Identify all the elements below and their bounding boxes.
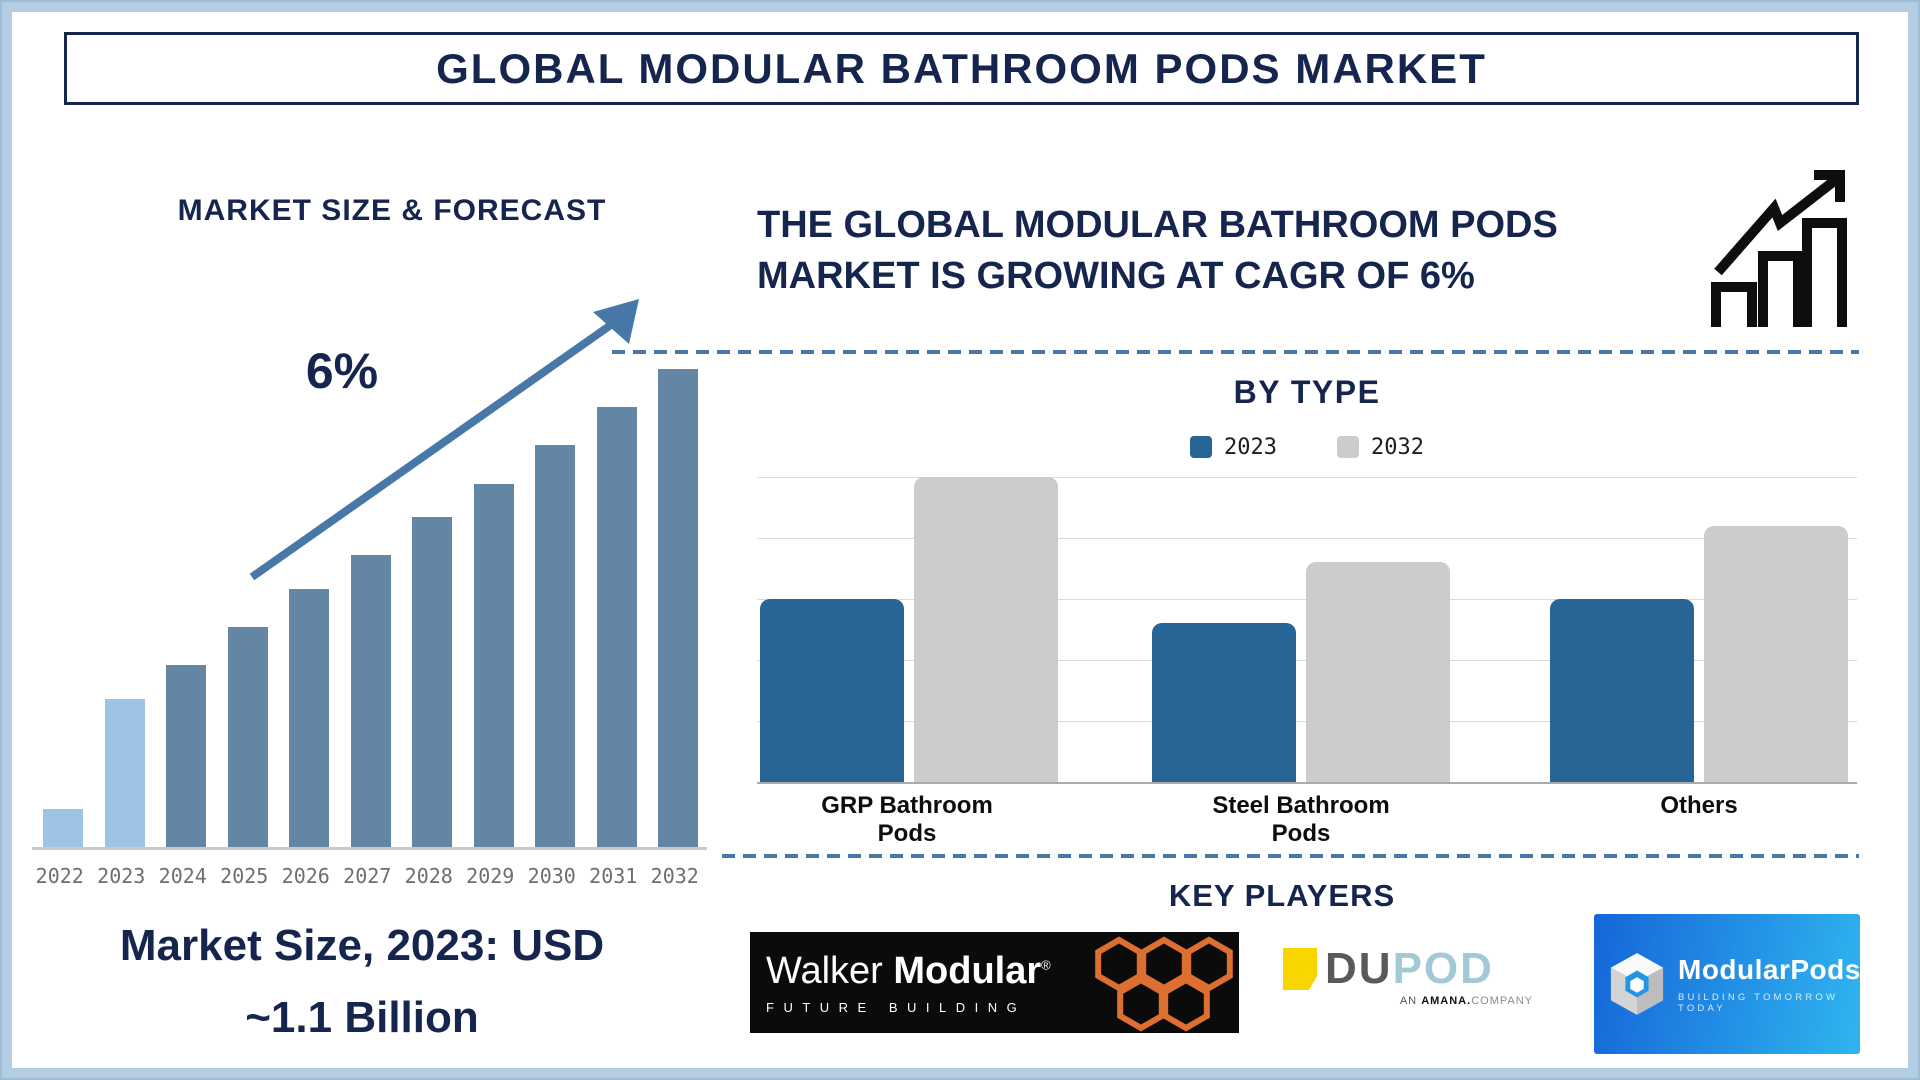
legend-swatch-2032 xyxy=(1337,436,1359,458)
dupod-yellow-mark-icon xyxy=(1283,948,1317,990)
forecast-bar-2029 xyxy=(473,484,514,847)
growth-chart-icon xyxy=(1711,170,1847,327)
bytype-bar-2032-0 xyxy=(914,477,1058,782)
forecast-bar-chart xyxy=(32,369,704,847)
forecast-bar-2028 xyxy=(412,517,452,847)
bytype-bar-2023-0 xyxy=(760,599,904,782)
forecast-bar-2030 xyxy=(535,445,575,847)
year-label-2027: 2027 xyxy=(343,864,392,888)
dashed-divider-top xyxy=(612,350,1859,354)
by-type-x-axis xyxy=(757,782,1857,784)
legend-swatch-2023 xyxy=(1190,436,1213,458)
by-type-bar-chart xyxy=(757,477,1857,784)
headline: THE GLOBAL MODULAR BATHROOM PODS MARKET … xyxy=(757,204,1558,297)
key-players-heading: KEY PLAYERS xyxy=(1168,878,1396,913)
by-type-heading: BY TYPE xyxy=(1233,374,1381,410)
category-label-grp: GRP Bathroom Pods xyxy=(821,792,993,847)
legend-item-2032: 2032 xyxy=(1337,435,1424,460)
forecast-bar-2032 xyxy=(658,369,698,847)
year-label-2025: 2025 xyxy=(220,864,269,888)
legend-label-2032: 2032 xyxy=(1371,434,1424,460)
market-size-forecast-heading: MARKET SIZE & FORECAST xyxy=(177,194,607,227)
bytype-bar-2032-1 xyxy=(1306,562,1450,782)
walker-tagline: FUTURE BUILDING xyxy=(766,1000,1027,1015)
modularpods-wordmark: ModularPods xyxy=(1678,954,1861,985)
year-label-2022: 2022 xyxy=(35,864,84,888)
title-box: GLOBAL MODULAR BATHROOM PODS MARKET xyxy=(64,32,1859,105)
forecast-bar-2025 xyxy=(227,627,268,847)
year-label-2023: 2023 xyxy=(97,864,146,888)
bytype-bar-2023-2 xyxy=(1550,599,1694,782)
bytype-bar-2032-2 xyxy=(1704,526,1848,782)
by-type-category-labels: GRP Bathroom Pods Steel Bathroom Pods Ot… xyxy=(757,792,1857,862)
year-label-2028: 2028 xyxy=(404,864,453,888)
year-label-2030: 2030 xyxy=(527,864,576,888)
legend-label-2023: 2023 xyxy=(1224,434,1277,460)
modularpods-cube-icon xyxy=(1610,953,1664,1015)
year-label-2026: 2026 xyxy=(281,864,330,888)
forecast-bar-2027 xyxy=(350,555,391,847)
gridline xyxy=(757,538,1857,539)
forecast-bar-2031 xyxy=(596,407,637,847)
infographic-page: GLOBAL MODULAR BATHROOM PODS MARKET MARK… xyxy=(12,12,1908,1068)
gridline xyxy=(757,477,1857,478)
forecast-x-axis xyxy=(32,847,707,850)
category-label-steel: Steel Bathroom Pods xyxy=(1212,792,1390,847)
forecast-year-labels: 2022 2023 2024 2025 2026 2027 2028 2029 2030 2031… xyxy=(29,864,706,888)
modularpods-logo: ModularPods BUILDING TOMORROW TODAY xyxy=(1594,914,1860,1054)
cagr-value-label: 6% xyxy=(305,343,379,399)
year-label-2031: 2031 xyxy=(589,864,638,888)
category-label-others: Others xyxy=(1660,792,1738,819)
modularpods-tagline: BUILDING TOMORROW TODAY xyxy=(1678,992,1839,1014)
walker-modular-wordmark: Walker Modular® FUTURE BUILDING xyxy=(750,950,1089,1015)
market-size-note: Market Size, 2023: USD ~1.1 Billion xyxy=(119,921,605,1042)
walker-modular-logo: Walker Modular® FUTURE BUILDING xyxy=(750,932,1239,1033)
year-label-2032: 2032 xyxy=(650,864,699,888)
forecast-bar-2023 xyxy=(104,699,145,847)
dashed-divider-bottom xyxy=(722,854,1859,858)
growth-trend-arrow-icon xyxy=(249,299,639,581)
dupod-company-line: AN AMANA.COMPANY xyxy=(1399,995,1533,1007)
dupod-wordmark: DUPOD xyxy=(1325,944,1494,993)
page-title: GLOBAL MODULAR BATHROOM PODS MARKET xyxy=(436,44,1487,92)
forecast-bar-2022 xyxy=(43,809,83,847)
dupod-logo: DUPOD AN AMANA.COMPANY xyxy=(1283,944,1533,1018)
forecast-bar-2024 xyxy=(166,665,206,847)
year-label-2024: 2024 xyxy=(158,864,207,888)
by-type-legend: 2023 2032 xyxy=(757,432,1857,462)
legend-item-2023: 2023 xyxy=(1190,435,1277,460)
walker-hexagons-icon xyxy=(1095,936,1233,1032)
year-label-2029: 2029 xyxy=(466,864,515,888)
forecast-bar-2026 xyxy=(289,589,329,847)
bytype-bar-2023-1 xyxy=(1152,623,1296,782)
